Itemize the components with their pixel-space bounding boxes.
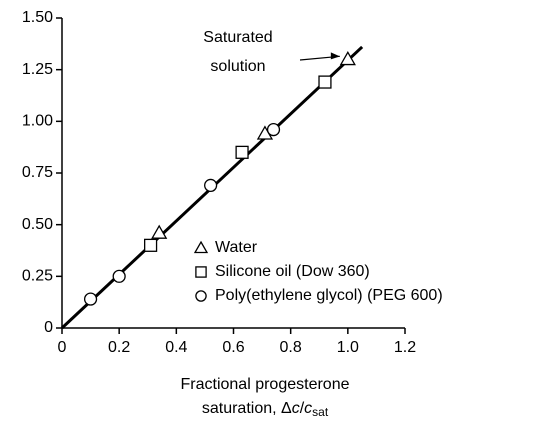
x-tick-label: 0.4 bbox=[165, 339, 187, 356]
x-tick-label: 1.2 bbox=[394, 339, 416, 356]
x-axis-label: saturation, Δc/csat bbox=[202, 400, 329, 419]
x-axis-label-part: saturation, Δ bbox=[202, 400, 292, 417]
y-tick-label: 1.25 bbox=[22, 61, 53, 78]
legend-label: Silicone oil (Dow 360) bbox=[215, 263, 370, 280]
x-axis-label-part: sat bbox=[312, 405, 329, 419]
annotation: solution bbox=[210, 58, 265, 75]
marker bbox=[339, 51, 356, 66]
marker bbox=[318, 75, 332, 89]
x-tick-label: 0 bbox=[58, 339, 67, 356]
y-tick-label: 0.50 bbox=[22, 216, 53, 233]
marker bbox=[266, 123, 281, 137]
y-tick-label: 0.75 bbox=[22, 164, 53, 181]
y-tick-label: 0.25 bbox=[22, 268, 53, 285]
marker bbox=[112, 269, 126, 283]
marker bbox=[195, 266, 207, 278]
x-tick-label: 1.0 bbox=[337, 339, 359, 356]
y-tick-label: 0 bbox=[44, 319, 53, 336]
legend-label: Water bbox=[215, 239, 258, 256]
marker bbox=[151, 224, 168, 239]
annotation-arrowhead bbox=[330, 52, 340, 60]
x-axis-label: Fractional progesterone bbox=[181, 376, 350, 393]
marker bbox=[235, 145, 249, 159]
x-tick-label: 0.2 bbox=[108, 339, 130, 356]
marker bbox=[83, 292, 98, 306]
marker bbox=[193, 240, 209, 254]
marker bbox=[204, 178, 218, 192]
legend-label: Poly(ethylene glycol) (PEG 600) bbox=[215, 287, 443, 304]
marker bbox=[144, 238, 158, 252]
x-axis-label-part: / bbox=[300, 400, 305, 417]
y-tick-label: 1.50 bbox=[22, 9, 53, 26]
annotation: Saturated bbox=[203, 29, 272, 46]
marker bbox=[195, 290, 207, 302]
y-tick-label: 1.00 bbox=[22, 113, 53, 130]
x-tick-label: 0.8 bbox=[280, 339, 302, 356]
x-axis-label-part: c bbox=[304, 400, 312, 417]
x-tick-label: 0.6 bbox=[222, 339, 244, 356]
x-axis-label-part: c bbox=[292, 400, 300, 417]
